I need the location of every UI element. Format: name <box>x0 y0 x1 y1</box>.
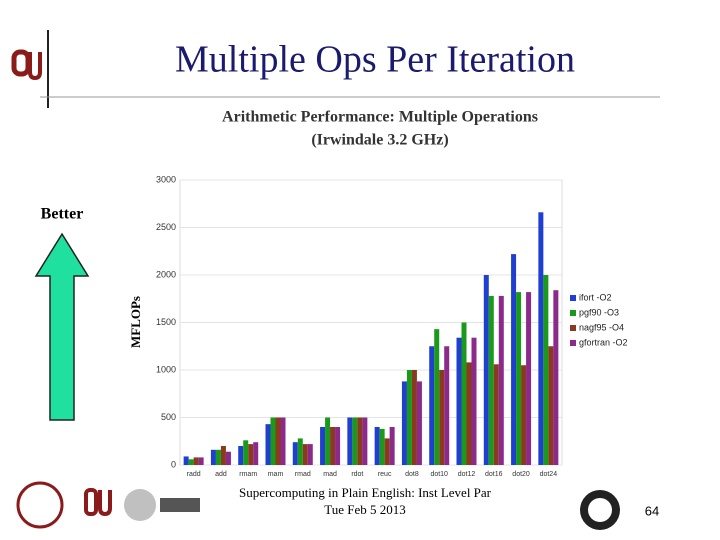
footer-text: Tue Feb 5 2013 <box>324 502 406 517</box>
y-tick-label: 500 <box>161 412 176 422</box>
legend-label: nagf95 -O4 <box>579 322 624 332</box>
legend-label: ifort -O2 <box>579 292 612 302</box>
bar <box>538 212 544 465</box>
x-tick-label: dot12 <box>458 471 476 478</box>
bar <box>493 364 499 465</box>
bar <box>488 295 494 465</box>
bar <box>253 442 259 465</box>
bar <box>434 329 440 465</box>
bar <box>362 417 368 465</box>
bar <box>379 428 385 465</box>
bar <box>406 370 412 465</box>
y-tick-label: 2000 <box>156 269 176 279</box>
bar <box>325 417 331 465</box>
bar <box>498 295 504 465</box>
x-tick-label: radd <box>187 471 201 478</box>
y-tick-label: 2500 <box>156 222 176 232</box>
bar <box>439 370 445 465</box>
bar <box>347 417 353 465</box>
legend-label: pgf90 -O3 <box>579 307 619 317</box>
x-tick-label: dot8 <box>405 471 419 478</box>
bar <box>330 427 336 465</box>
bar <box>335 427 341 465</box>
x-tick-label: mam <box>268 471 284 478</box>
page-number: 64 <box>645 503 659 518</box>
bar <box>357 417 363 465</box>
bar <box>265 424 271 465</box>
y-tick-label: 3000 <box>156 174 176 184</box>
bar <box>483 275 489 465</box>
bar <box>553 290 559 465</box>
y-tick-label: 1500 <box>156 317 176 327</box>
x-tick-label: dot16 <box>485 471 503 478</box>
footer-logos <box>16 481 620 530</box>
bar <box>401 381 407 465</box>
chart-title: (Irwindale 3.2 GHz) <box>311 132 448 149</box>
x-tick-label: mad <box>323 471 337 478</box>
bar <box>198 457 204 465</box>
bar <box>548 346 554 465</box>
bar <box>215 449 221 465</box>
bar <box>511 254 517 465</box>
legend-label: gfortran -O2 <box>579 337 628 347</box>
legend-swatch <box>570 310 576 316</box>
footer-text: Supercomputing in Plain English: Inst Le… <box>239 485 492 500</box>
bar <box>270 417 276 465</box>
bar <box>389 427 395 465</box>
bar <box>516 292 522 465</box>
x-tick-label: dot20 <box>512 471 530 478</box>
bar <box>280 417 286 465</box>
bar <box>248 444 254 465</box>
chart-title: Arithmetic Performance: Multiple Operati… <box>222 109 538 126</box>
bar <box>238 446 244 465</box>
y-tick-label: 1000 <box>156 364 176 374</box>
x-tick-label: rdot <box>351 471 363 478</box>
bar <box>183 456 189 465</box>
bar <box>188 459 194 465</box>
better-label: Better <box>41 206 84 223</box>
bar <box>384 438 390 465</box>
bar <box>307 444 313 465</box>
x-tick-label: reuc <box>378 471 392 478</box>
ou-logo <box>11 49 42 81</box>
legend-swatch <box>570 325 576 331</box>
bar <box>456 337 462 465</box>
bar <box>275 417 281 465</box>
bar <box>374 427 380 465</box>
bar <box>466 362 472 465</box>
bar <box>471 337 477 465</box>
bar <box>193 457 199 465</box>
bar <box>225 451 231 465</box>
bar <box>416 381 422 465</box>
bar <box>320 427 326 465</box>
bar <box>429 346 435 465</box>
bar <box>243 440 249 465</box>
bar <box>352 417 358 465</box>
bar <box>302 444 308 465</box>
bar <box>521 365 527 465</box>
bar <box>411 370 417 465</box>
bar <box>444 346 450 465</box>
bar <box>461 322 467 465</box>
x-tick-label: rmad <box>295 471 311 478</box>
bar <box>543 275 549 465</box>
x-tick-label: add <box>215 471 227 478</box>
bar <box>526 292 532 465</box>
x-tick-label: rmam <box>239 471 257 478</box>
legend-swatch <box>570 340 576 346</box>
bar <box>297 438 303 465</box>
bar <box>210 449 216 465</box>
y-axis-label: MFLOPs <box>128 296 143 348</box>
x-tick-label: dot24 <box>540 471 558 478</box>
slide-title: Multiple Ops Per Iteration <box>175 39 575 81</box>
legend-swatch <box>570 295 576 301</box>
y-tick-label: 0 <box>171 459 176 469</box>
x-tick-label: dot10 <box>430 471 448 478</box>
bar <box>292 442 298 465</box>
bar <box>220 446 226 465</box>
better-arrow <box>34 232 90 421</box>
